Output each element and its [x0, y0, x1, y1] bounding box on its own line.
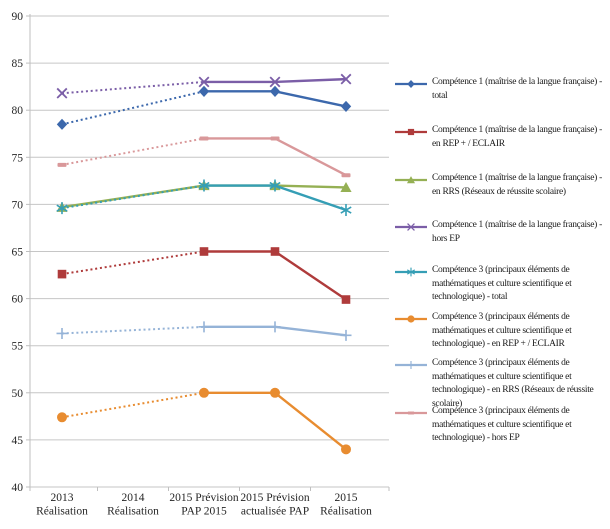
series-marker-dash [270, 136, 280, 141]
series-marker-x [269, 76, 281, 88]
series-marker-circle [270, 387, 280, 398]
series-marker-dash [57, 162, 67, 167]
legend-item: Compétence 1 (maîtrise de la langue fran… [394, 76, 608, 103]
series-marker-square [407, 128, 415, 136]
series-marker-plus [56, 327, 68, 339]
legend-item: Compétence 1 (maîtrise de la langue fran… [394, 172, 608, 199]
series-marker-diamond [269, 85, 281, 97]
legend-label: Compétence 3 (principaux éléments de mat… [432, 358, 594, 409]
series-4 [56, 179, 352, 217]
series-marker-triangle [406, 176, 416, 184]
series-line [204, 250, 347, 301]
legend: Compétence 1 (maîtrise de la langue fran… [394, 0, 606, 529]
series-line-prevision [61, 90, 205, 126]
y-tick-label: 65 [12, 247, 24, 259]
series-line-prevision [61, 391, 205, 419]
x-tick-label: 2015 Prévision actualisée PAP [240, 492, 310, 518]
legend-swatch-asterisk [395, 267, 427, 277]
series-line [204, 391, 347, 451]
series-marker-square [57, 269, 67, 279]
y-tick-label: 60 [12, 294, 24, 306]
y-tick-label: 80 [12, 105, 24, 117]
series-marker-plus [407, 361, 415, 369]
series-marker-circle [341, 444, 351, 455]
y-tick-label: 85 [12, 58, 24, 70]
series-marker-dash [407, 411, 415, 415]
legend-item: Compétence 3 (principaux éléments de mat… [394, 311, 608, 352]
series-marker-circle [407, 315, 415, 323]
series-marker-x [340, 73, 352, 85]
y-tick-label: 55 [12, 341, 24, 353]
series-7 [57, 136, 351, 178]
y-tick-label: 90 [12, 11, 24, 23]
y-tick-label: 45 [12, 435, 24, 447]
legend-swatch-x [395, 223, 427, 231]
legend-swatch-plus [395, 361, 427, 369]
series-marker-square [341, 295, 351, 304]
series-line-prevision [61, 137, 205, 166]
legend-label: Compétence 3 (principaux éléments de mat… [432, 406, 572, 443]
legend-swatch-dash [395, 411, 427, 415]
legend-label: Compétence 3 (principaux éléments de mat… [432, 265, 572, 302]
x-tick-label: 2015 Réalisation [320, 492, 372, 518]
series-3 [56, 73, 352, 99]
legend-item: Compétence 3 (principaux éléments de mat… [394, 405, 608, 446]
series-marker-circle [199, 387, 209, 398]
series-0 [56, 85, 352, 130]
y-tick-label: 75 [12, 152, 24, 164]
legend-swatch-diamond [395, 79, 427, 89]
series-line-prevision [61, 325, 205, 335]
series-marker-asterisk [56, 202, 68, 215]
series-marker-diamond [407, 79, 415, 89]
legend-swatch-triangle [395, 176, 427, 184]
series-line-prevision [61, 80, 205, 95]
legend-item: Compétence 3 (principaux éléments de mat… [394, 357, 608, 411]
series-marker-triangle [340, 182, 352, 193]
series-1 [57, 247, 351, 304]
series-marker-x [198, 76, 210, 88]
series-marker-plus [340, 329, 352, 341]
legend-item: Compétence 1 (maîtrise de la langue fran… [394, 124, 608, 151]
series-marker-circle [57, 412, 67, 423]
series-marker-x [407, 223, 415, 231]
x-tick-label: 2014 Réalisation [107, 492, 159, 518]
series-marker-dash [199, 136, 209, 141]
series-marker-diamond [198, 85, 210, 97]
y-tick-label: 70 [12, 199, 24, 211]
series-marker-dash [341, 173, 351, 178]
y-tick-label: 40 [12, 482, 24, 494]
legend-swatch-circle [395, 315, 427, 323]
series-marker-plus [269, 321, 281, 333]
legend-label: Compétence 3 (principaux éléments de mat… [432, 312, 572, 349]
x-tick-label: 2013 Réalisation [36, 492, 88, 518]
x-tick-label: 2015 Prévision PAP 2015 [169, 492, 239, 518]
series-marker-asterisk [198, 179, 210, 192]
legend-label: Compétence 1 (maîtrise de la langue fran… [432, 77, 602, 101]
legend-label: Compétence 1 (maîtrise de la langue fran… [432, 125, 602, 149]
series-marker-asterisk [340, 204, 352, 217]
series-marker-square [270, 247, 280, 256]
series-marker-diamond [56, 118, 68, 130]
legend-label: Compétence 1 (maîtrise de la langue fran… [432, 220, 602, 244]
plot-area: 40 45 50 55 60 65 70 75 80 85 90 2013 Réalisation 201… [12, 11, 390, 518]
series-marker-square [199, 247, 209, 256]
series-marker-plus [198, 321, 210, 333]
series-line-prevision [61, 250, 205, 276]
series-marker-x [56, 87, 68, 99]
legend-swatch-square [395, 128, 427, 136]
series-marker-asterisk [406, 267, 416, 277]
series-marker-asterisk [269, 179, 281, 192]
series-marker-diamond [340, 100, 352, 113]
series-6 [56, 321, 352, 341]
series-5 [57, 387, 351, 455]
legend-item: Compétence 3 (principaux éléments de mat… [394, 264, 608, 305]
legend-item: Compétence 1 (maîtrise de la langue fran… [394, 219, 608, 246]
y-tick-label: 50 [12, 388, 24, 400]
legend-label: Compétence 1 (maîtrise de la langue fran… [432, 173, 602, 197]
